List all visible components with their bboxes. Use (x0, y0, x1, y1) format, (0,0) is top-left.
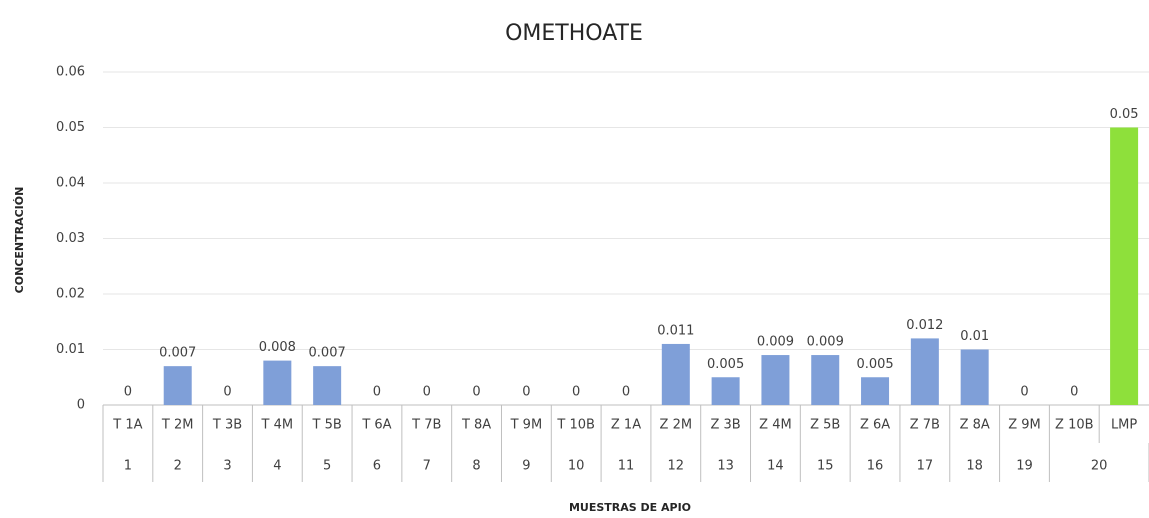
group-label: 6 (373, 459, 381, 474)
data-label: 0.008 (259, 340, 296, 355)
bar (861, 377, 890, 405)
y-tick-label: 0.06 (56, 65, 85, 80)
x-tick-label: Z 4M (759, 418, 792, 433)
data-label: 0 (1070, 385, 1078, 400)
group-label: 8 (472, 459, 480, 474)
group-label: 16 (867, 459, 884, 474)
data-label: 0.012 (906, 318, 943, 333)
x-tick-label: T 9M (510, 418, 543, 433)
y-tick-label: 0.02 (56, 287, 85, 302)
data-label: 0.009 (807, 335, 844, 350)
group-label: 11 (618, 459, 635, 474)
data-label: 0.005 (707, 357, 744, 372)
data-label: 0.01 (960, 329, 989, 344)
x-tick-label: T 6A (361, 418, 391, 433)
x-tick-label: T 3B (212, 418, 242, 433)
group-label: 10 (568, 459, 585, 474)
group-label: 19 (1016, 459, 1033, 474)
data-label: 0.007 (159, 346, 196, 361)
x-tick-label: T 10B (556, 418, 595, 433)
data-label: 0 (1020, 385, 1028, 400)
bar (811, 355, 840, 405)
x-tick-label: LMP (1111, 418, 1137, 433)
bar (711, 377, 740, 405)
group-label: 15 (817, 459, 834, 474)
y-tick-label: 0.03 (56, 231, 85, 246)
data-label: 0.005 (856, 357, 893, 372)
x-tick-label: T 4M (261, 418, 294, 433)
group-label: 18 (966, 459, 983, 474)
y-tick-label: 0.04 (56, 176, 85, 191)
group-label: 13 (717, 459, 734, 474)
chart-title: OMETHOATE (505, 21, 643, 46)
data-label: 0 (522, 385, 530, 400)
x-tick-label: Z 10B (1055, 418, 1094, 433)
y-tick-label: 0.01 (56, 342, 85, 357)
group-label: 20 (1091, 459, 1108, 474)
group-label: 7 (423, 459, 431, 474)
group-label: 9 (522, 459, 530, 474)
bar (263, 360, 292, 405)
y-tick-label: 0 (77, 398, 85, 413)
x-tick-label: T 1A (112, 418, 142, 433)
data-label: 0 (472, 385, 480, 400)
group-label: 14 (767, 459, 784, 474)
x-tick-label: Z 7B (910, 418, 940, 433)
group-label: 4 (273, 459, 281, 474)
x-tick-label: T 2M (161, 418, 194, 433)
x-tick-label: Z 9M (1008, 418, 1041, 433)
x-tick-label: Z 2M (660, 418, 693, 433)
group-label: 2 (174, 459, 182, 474)
data-label: 0 (373, 385, 381, 400)
x-tick-label: T 5B (312, 418, 342, 433)
data-label: 0 (572, 385, 580, 400)
y-tick-label: 0.05 (56, 120, 85, 135)
x-tick-label: T 7B (411, 418, 441, 433)
x-tick-label: Z 3B (711, 418, 741, 433)
x-tick-label: Z 6A (860, 418, 890, 433)
bar (910, 338, 939, 405)
group-label: 17 (917, 459, 934, 474)
bar (661, 343, 690, 405)
bar (960, 349, 989, 405)
group-label: 3 (223, 459, 231, 474)
x-axis-title: MUESTRAS DE APIO (569, 501, 691, 514)
data-label: 0 (423, 385, 431, 400)
data-label: 0.007 (309, 346, 346, 361)
x-tick-label: T 8A (461, 418, 491, 433)
group-label: 5 (323, 459, 331, 474)
group-label: 1 (124, 459, 132, 474)
bar (1110, 127, 1139, 405)
data-label: 0 (622, 385, 630, 400)
group-label: 12 (668, 459, 685, 474)
bar (163, 366, 192, 405)
y-axis-title: CONCENTRACIÓN (13, 187, 26, 294)
x-tick-label: Z 5B (810, 418, 840, 433)
x-tick-label: Z 1A (611, 418, 641, 433)
bar (313, 366, 342, 405)
data-label: 0.011 (657, 323, 694, 338)
data-label: 0 (223, 385, 231, 400)
data-label: 0 (124, 385, 132, 400)
x-tick-label: Z 8A (960, 418, 990, 433)
data-label: 0.05 (1110, 107, 1139, 122)
bar (761, 355, 790, 405)
data-label: 0.009 (757, 335, 794, 350)
